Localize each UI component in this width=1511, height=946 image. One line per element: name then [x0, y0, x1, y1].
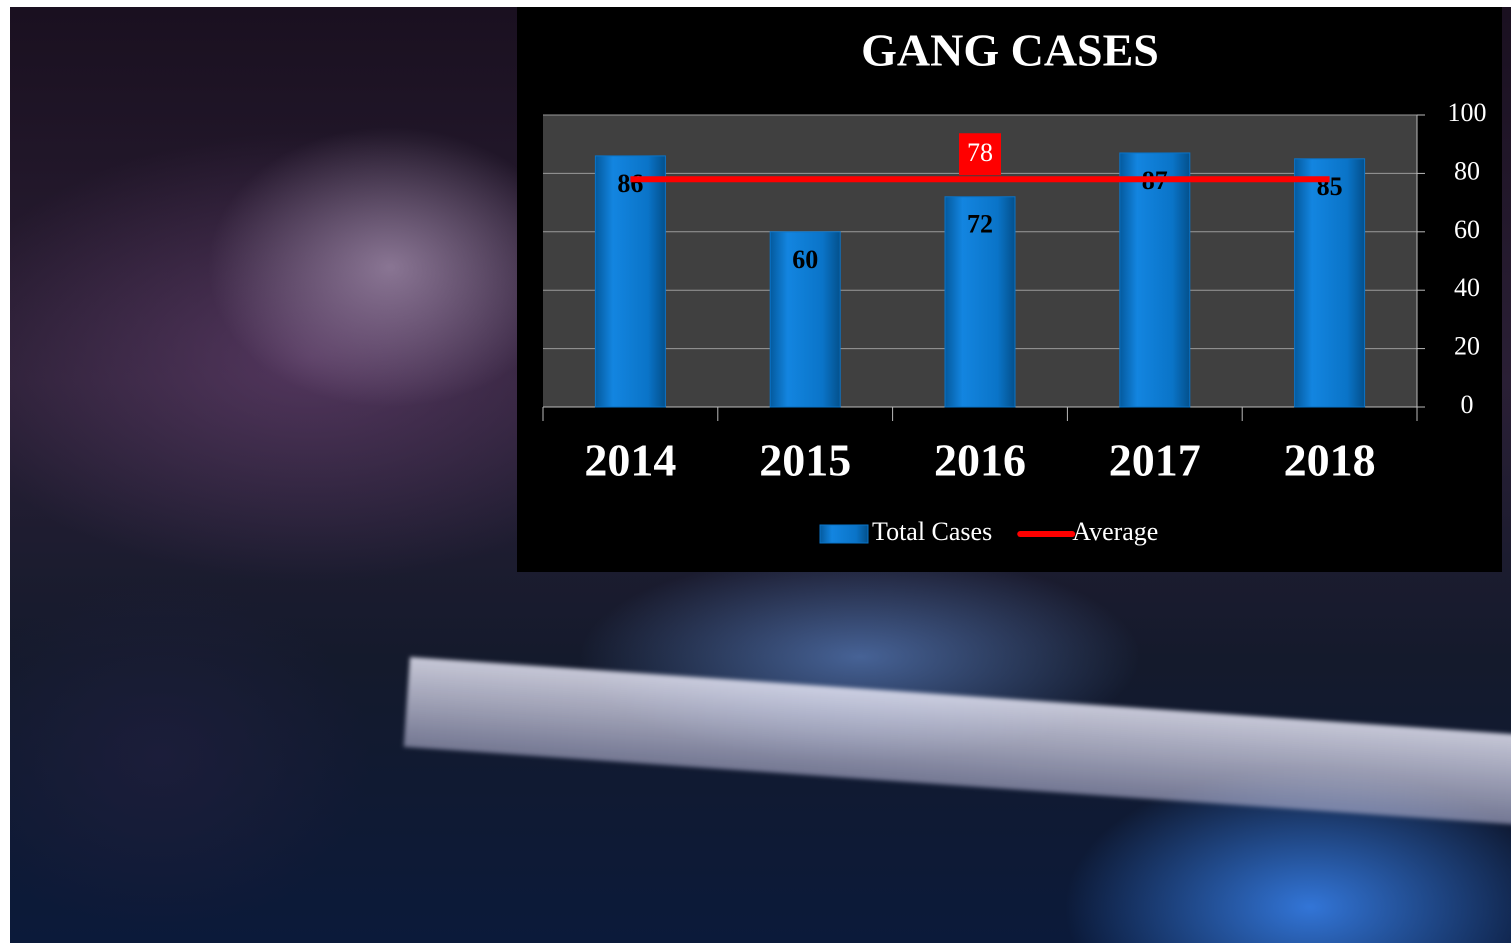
bar-value-label: 60: [792, 245, 818, 274]
x-tick-label: 2015: [759, 435, 851, 486]
bar: [1119, 152, 1191, 408]
y-tick-label: 0: [1461, 390, 1474, 419]
bar-value-label: 86: [617, 169, 643, 198]
line-value-label: 78: [967, 138, 993, 167]
bar: [594, 155, 666, 408]
y-tick-label: 80: [1454, 156, 1480, 185]
bar: [944, 196, 1016, 408]
line-label-box: [959, 133, 1001, 176]
x-tick-label: 2014: [584, 435, 676, 486]
y-tick-label: 40: [1454, 273, 1480, 302]
y-tick-label: 20: [1454, 332, 1480, 361]
bar: [1294, 158, 1366, 408]
y-tick-label: 100: [1448, 98, 1487, 127]
bar-value-label: 72: [967, 210, 993, 239]
x-tick-label: 2016: [934, 435, 1026, 486]
x-tick-label: 2017: [1109, 435, 1201, 486]
bar-value-label: 85: [1317, 172, 1343, 201]
legend-swatch: [819, 524, 869, 544]
chart-title: GANG CASES: [861, 25, 1159, 76]
y-tick-label: 60: [1454, 215, 1480, 244]
x-tick-label: 2018: [1284, 435, 1376, 486]
legend-label: Average: [1072, 517, 1158, 546]
legend-label: Total Cases: [872, 517, 992, 546]
bar: [769, 231, 841, 408]
